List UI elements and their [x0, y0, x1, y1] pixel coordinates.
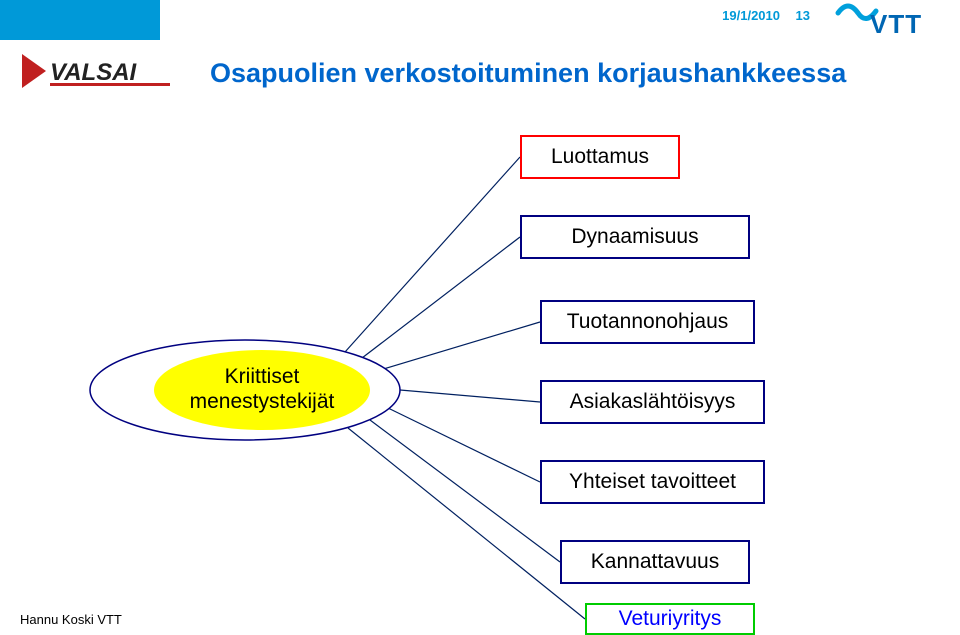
node-veturiyritys: Veturiyritys	[585, 603, 755, 635]
svg-text:VALSAI: VALSAI	[50, 59, 138, 86]
header-blue-box	[0, 0, 160, 40]
vtt-logo: VTT	[830, 3, 950, 41]
node-luottamus: Luottamus	[520, 135, 680, 179]
header-date: 19/1/2010	[722, 8, 780, 23]
node-kannattavuus: Kannattavuus	[560, 540, 750, 584]
header-page-number: 13	[796, 8, 810, 23]
node-tuotanto: Tuotannonohjaus	[540, 300, 755, 344]
hub-label-line2: menestystekijät	[190, 390, 335, 413]
header-bar: 19/1/2010 13 VTT	[0, 0, 960, 40]
node-yhteiset: Yhteiset tavoitteet	[540, 460, 765, 504]
connection-lines	[0, 0, 960, 635]
hub-label-line1: Kriittiset	[225, 365, 300, 388]
node-dynaamisuus: Dynaamisuus	[520, 215, 750, 259]
valsai-logo: VALSAI	[20, 52, 190, 90]
footer-author: Hannu Koski VTT	[20, 612, 122, 627]
hub-ellipse	[0, 0, 960, 635]
hub-label: Kriittiset menestystekijät	[132, 364, 392, 414]
page-title: Osapuolien verkostoituminen korjaushankk…	[210, 58, 846, 89]
svg-text:VTT: VTT	[870, 9, 922, 39]
node-asiakas: Asiakaslähtöisyys	[540, 380, 765, 424]
